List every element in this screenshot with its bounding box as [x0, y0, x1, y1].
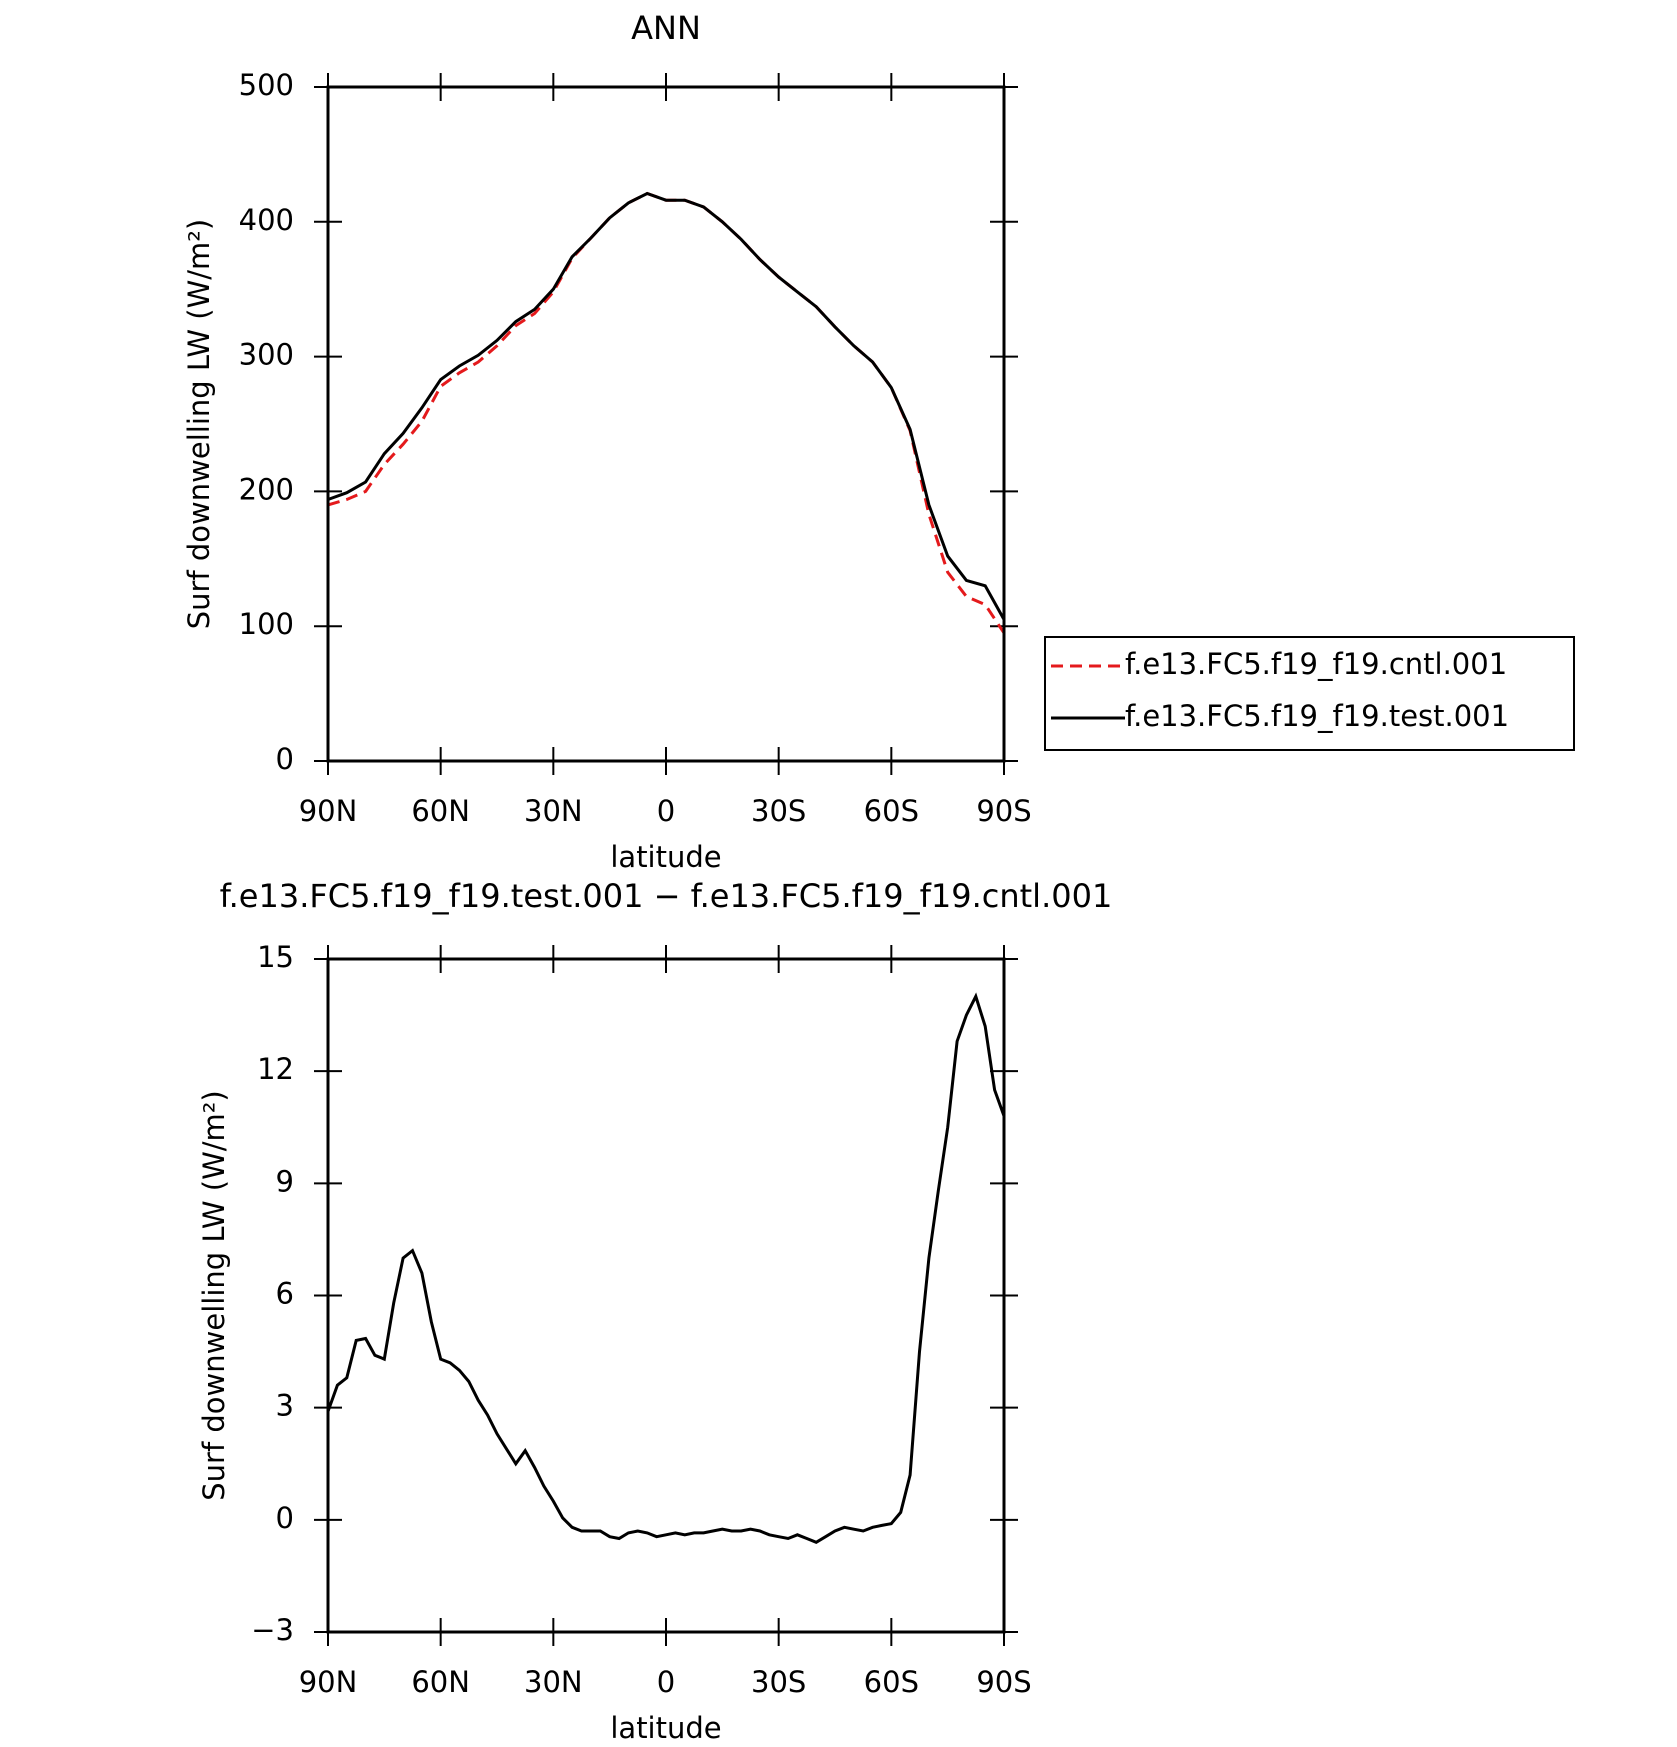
x-tick-label: 60S — [864, 794, 919, 828]
y-tick-label: 12 — [257, 1052, 294, 1086]
x-tick-label: 60N — [411, 794, 470, 828]
y-tick-label: 6 — [276, 1277, 294, 1311]
y-tick-label: 0 — [276, 1501, 294, 1535]
data-line — [326, 992, 1006, 1544]
x-tick-label: 90N — [299, 1665, 358, 1699]
y-tick-label: −3 — [251, 1613, 294, 1647]
y-tick-label: 300 — [239, 338, 294, 372]
legend-label: f.e13.FC5.f19_f19.test.001 — [1125, 699, 1509, 733]
x-tick-label: 60N — [411, 1665, 470, 1699]
chart-title: f.e13.FC5.f19_f19.test.001 − f.e13.FC5.f… — [220, 877, 1113, 915]
x-tick-label: 0 — [657, 794, 675, 828]
y-tick-label: 400 — [239, 203, 294, 237]
y-tick-label: 9 — [276, 1164, 294, 1198]
x-tick-label: 30S — [751, 1665, 806, 1699]
x-tick-label: 30N — [524, 794, 583, 828]
y-axis-label: Surf downwelling LW (W/m²) — [197, 1090, 231, 1500]
x-tick-label: 90S — [976, 1665, 1031, 1699]
x-tick-label: 60S — [864, 1665, 919, 1699]
y-tick-label: 200 — [239, 472, 294, 506]
y-tick-label: 15 — [257, 940, 294, 974]
plot-frame — [326, 85, 1006, 763]
x-tick-label: 0 — [657, 1665, 675, 1699]
x-tick-label: 90N — [299, 794, 358, 828]
y-axis-label: Surf downwelling LW (W/m²) — [182, 219, 216, 629]
y-tick-label: 500 — [239, 68, 294, 102]
data-line — [327, 191, 1006, 621]
legend-box — [1044, 636, 1575, 751]
y-tick-label: 100 — [239, 607, 294, 641]
x-tick-label: 30N — [524, 1665, 583, 1699]
y-tick-label: 3 — [276, 1389, 294, 1423]
x-tick-label: 90S — [976, 794, 1031, 828]
x-axis-label: latitude — [610, 840, 721, 874]
x-tick-label: 30S — [751, 794, 806, 828]
x-axis-label: latitude — [610, 1711, 721, 1745]
chart-title: ANN — [631, 9, 701, 47]
plot-frame — [326, 957, 1006, 1634]
legend-label: f.e13.FC5.f19_f19.cntl.001 — [1125, 647, 1507, 681]
y-tick-label: 0 — [276, 742, 294, 776]
